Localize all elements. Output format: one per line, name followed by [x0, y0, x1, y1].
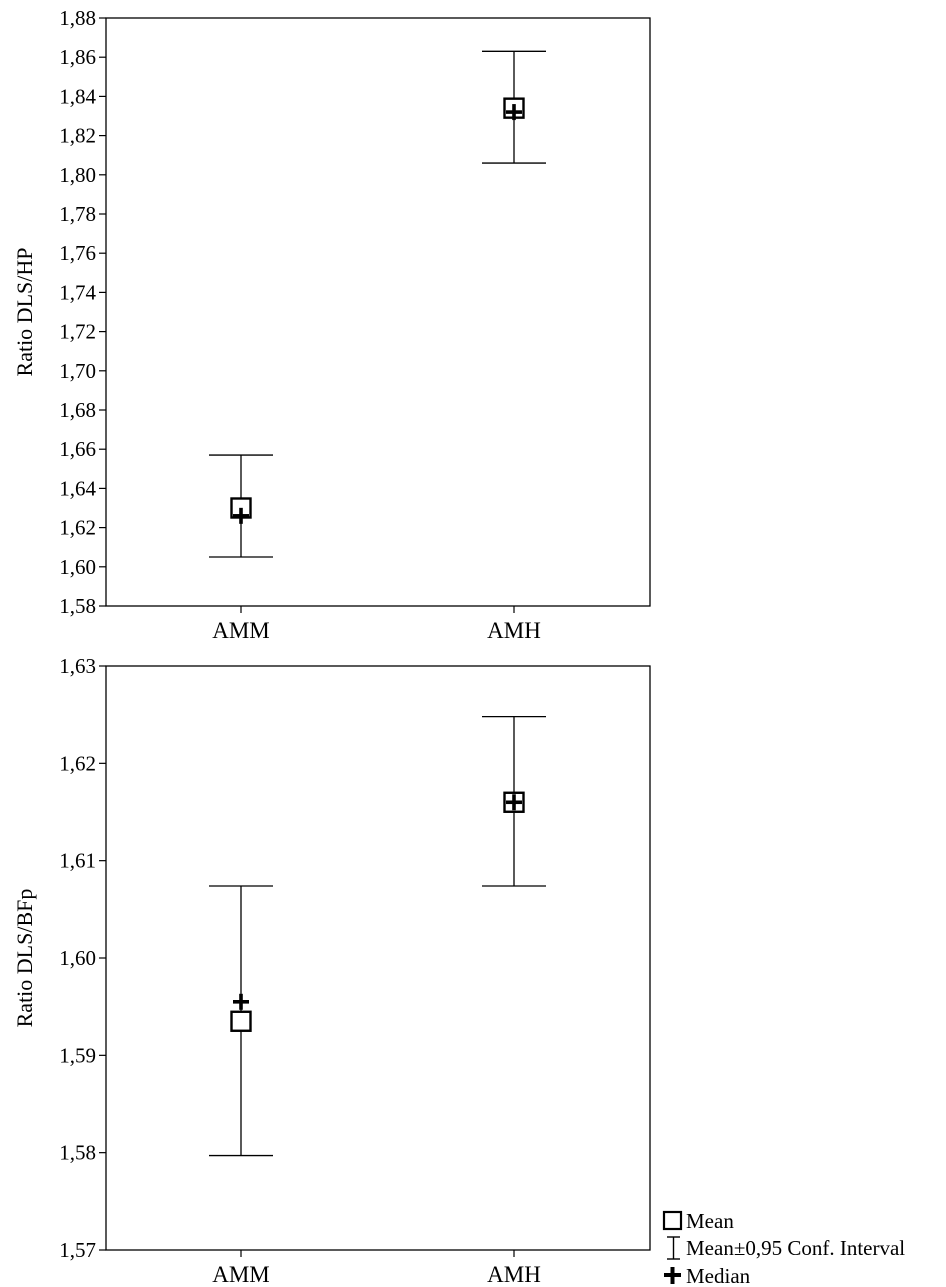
y-tick-label: 1,84	[59, 84, 96, 108]
y-axis-label: Ratio DLS/HP	[12, 248, 37, 377]
y-tick-label: 1,80	[59, 163, 96, 187]
legend-ci-label: Mean±0,95 Conf. Interval	[686, 1236, 905, 1260]
y-tick-label: 1,61	[59, 849, 96, 873]
y-tick-label: 1,68	[59, 398, 96, 422]
y-tick-label: 1,62	[59, 516, 96, 540]
y-tick-label: 1,86	[59, 45, 96, 69]
y-tick-label: 1,76	[59, 241, 96, 265]
legend-mean-label: Mean	[686, 1209, 734, 1233]
y-tick-label: 1,82	[59, 124, 96, 148]
y-tick-label: 1,66	[59, 437, 96, 461]
plot-frame	[105, 665, 651, 1251]
mean-marker	[230, 1010, 252, 1032]
x-tick-label: AMH	[487, 1262, 541, 1287]
legend: Mean Mean±0,95 Conf. Interval Median	[662, 1209, 905, 1287]
y-tick-label: 1,72	[59, 320, 96, 344]
plot-frame	[105, 17, 651, 607]
y-tick-label: 1,62	[59, 751, 96, 775]
y-axis-label: Ratio DLS/BFp	[12, 889, 37, 1028]
x-tick-label: AMM	[212, 618, 270, 643]
x-tick-label: AMM	[212, 1262, 270, 1287]
legend-median-marker	[664, 1267, 681, 1284]
y-tick-label: 1,57	[59, 1238, 96, 1262]
y-tick-label: 1,60	[59, 555, 96, 579]
x-tick-label: AMH	[487, 618, 541, 643]
legend-mean-marker	[662, 1210, 683, 1231]
y-tick-label: 1,59	[59, 1043, 96, 1067]
y-tick-label: 1,60	[59, 946, 96, 970]
y-tick-label: 1,58	[59, 594, 96, 618]
top-chart-panel: 1,58 1,60 1,62 1,64 1,66 1,68 1,70 1,72 1,74 1,76…	[12, 6, 651, 643]
y-tick-label: 1,58	[59, 1141, 96, 1165]
bottom-chart-panel: 1,57 1,58 1,59 1,60 1,61 1,62 1,63 Ratio DLS/BF…	[12, 654, 651, 1287]
legend-ci-marker	[667, 1236, 680, 1260]
y-tick-label: 1,70	[59, 359, 96, 383]
y-tick-label: 1,74	[59, 280, 96, 304]
legend-median-label: Median	[686, 1264, 751, 1287]
y-tick-label: 1,78	[59, 202, 96, 226]
y-tick-label: 1,88	[59, 6, 96, 30]
y-tick-label: 1,63	[59, 654, 96, 678]
y-tick-label: 1,64	[59, 476, 96, 500]
